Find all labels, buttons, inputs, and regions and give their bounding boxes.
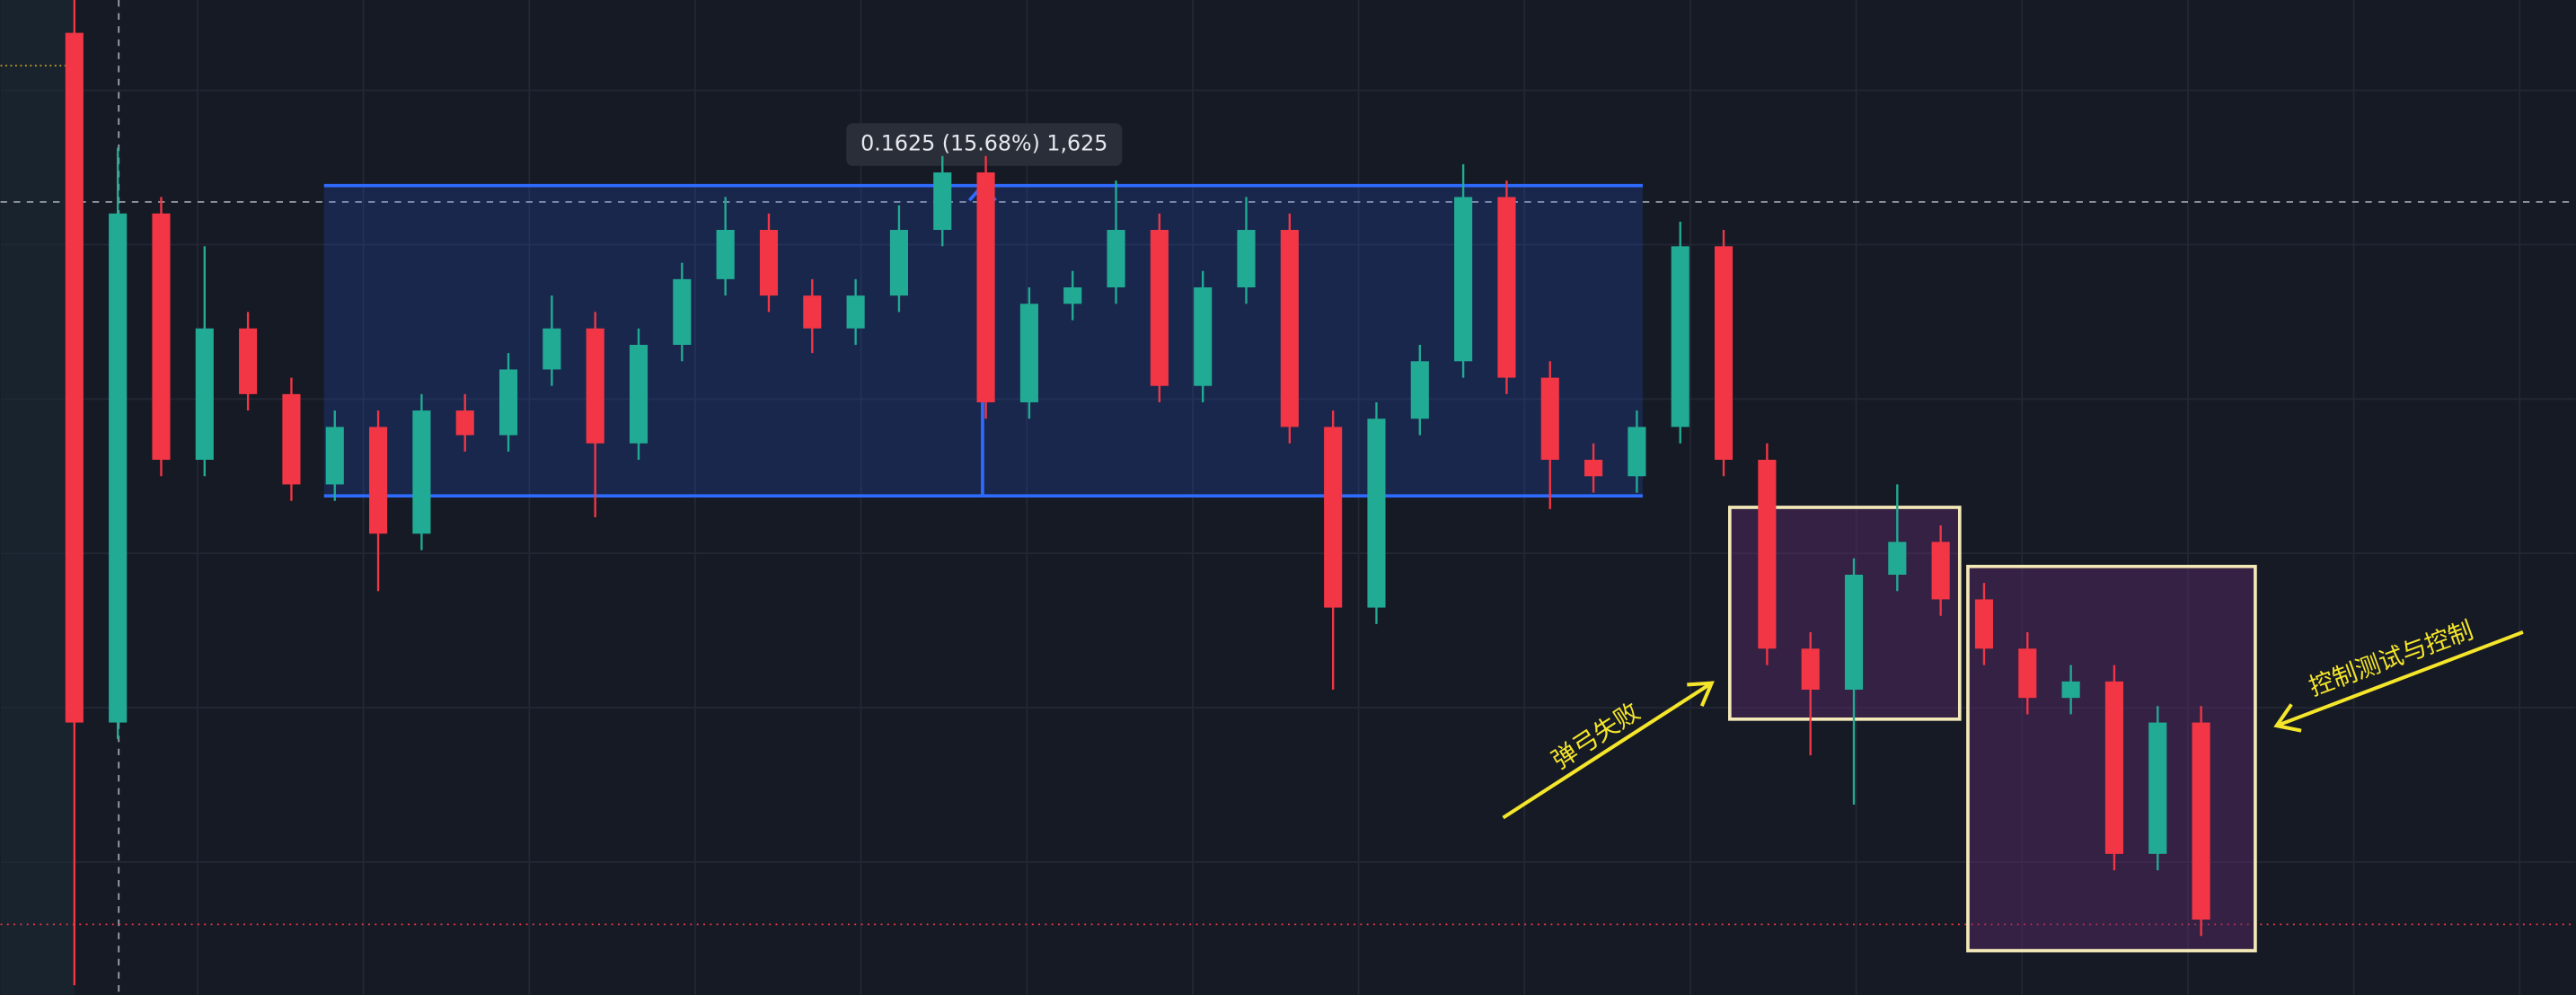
candle-body (1063, 287, 1082, 304)
candle-body (455, 410, 474, 436)
candle-body (586, 328, 604, 444)
arrow (2275, 630, 2524, 728)
candle-body (2061, 681, 2080, 699)
candle-body (2192, 722, 2210, 920)
candle-body (152, 213, 171, 461)
measure-tooltip (846, 123, 1123, 166)
candle-body (282, 393, 301, 485)
candle-body (1280, 230, 1299, 427)
candle-body (1367, 418, 1386, 608)
candle-body (109, 213, 128, 723)
candle-body (1107, 230, 1125, 288)
arrows (1502, 630, 2524, 820)
arrow (1502, 681, 1713, 820)
candle-body (1540, 377, 1559, 461)
candle-body (1237, 230, 1256, 288)
candle-body (673, 278, 692, 346)
candle-body (1019, 304, 1038, 403)
arrow-head (1687, 681, 1715, 707)
candle-body (1671, 246, 1689, 427)
candle-body (2104, 681, 2123, 854)
candle-body (325, 427, 344, 485)
candle-body (1888, 542, 1907, 576)
left-shade (0, 0, 75, 995)
candle-body (2148, 722, 2167, 854)
candle-body (1801, 648, 1820, 691)
candle-body (195, 328, 214, 461)
candle-body (976, 172, 995, 403)
candle-body (239, 328, 258, 394)
candle-body (369, 427, 388, 534)
candles (65, 0, 2210, 986)
candle-body (412, 410, 431, 534)
candle-body (759, 230, 779, 296)
candle-body (498, 369, 518, 436)
candle-body (1410, 361, 1429, 419)
candle-body (1931, 542, 1950, 600)
candle-body (1758, 460, 1777, 649)
candle-body (1844, 575, 1864, 691)
candle-body (1628, 427, 1646, 477)
candle-body (1584, 460, 1603, 477)
candle-body (846, 295, 865, 329)
candle-body (1150, 230, 1169, 386)
candle-body (1497, 197, 1516, 378)
candle-body (629, 345, 648, 444)
candle-body (889, 230, 908, 296)
candle-body (1324, 427, 1343, 608)
candle-body (65, 32, 84, 723)
candle-body (1194, 287, 1213, 386)
candle-body (716, 230, 735, 279)
candle-body (933, 172, 952, 231)
candle-body (2018, 648, 2037, 699)
measure-label: 0.1625 (15.68%) 1,625 (860, 130, 1107, 155)
candle-body (1714, 246, 1734, 461)
candle-body (1974, 599, 1994, 649)
arrow-head (2273, 703, 2302, 733)
candle-body (543, 328, 561, 370)
candle-body (803, 295, 822, 329)
candle-body (1454, 197, 1473, 362)
